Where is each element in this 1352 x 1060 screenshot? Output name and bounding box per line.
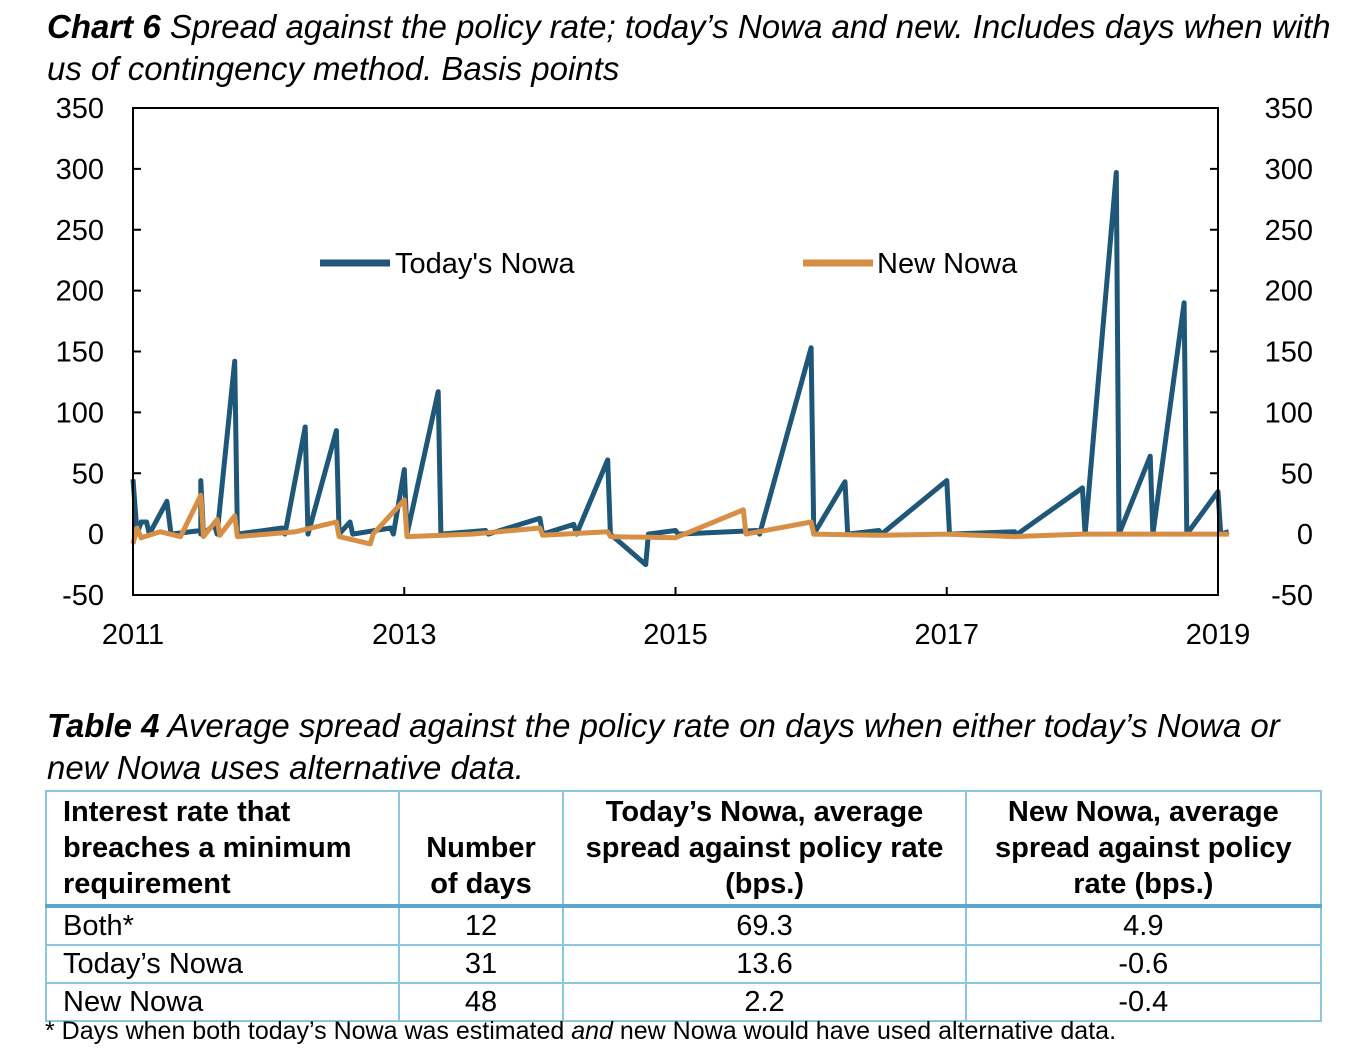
plot-frame [132,107,1219,596]
chart-caption-label: Chart 6 [47,8,161,45]
y-tick-label-right: 300 [1265,154,1313,186]
row-days: 31 [397,944,565,984]
x-tick-label: 2013 [372,619,437,651]
y-tick-label-left: 200 [56,276,104,308]
legend-label: Today's Nowa [395,248,575,280]
y-tick-label-right: -50 [1271,580,1313,612]
spread-table: Interest rate that breaches a minimum re… [45,790,1323,1022]
x-tick-label: 2011 [102,619,164,651]
row-label: New Nowa [45,982,400,1022]
chart-caption-text: Spread against the policy rate; today’s … [47,8,1331,87]
table-caption: Table 4 Average spread against the polic… [47,705,1337,789]
x-tick-label: 2015 [643,619,708,651]
line-chart: -50 0 50 100 150 200 250 300 350 -50 0 50 100 150 200… [56,93,1313,651]
header-interest-rate: Interest rate that breaches a minimum re… [45,790,400,908]
series-line-todays-nowa [130,170,1230,568]
table-row: Today’s Nowa 31 13.6 -0.6 [45,944,1323,984]
row-new-spread: 4.9 [964,905,1323,946]
footnote-after: new Nowa would have used alternative dat… [612,1017,1117,1045]
y-tick-label-right: 200 [1265,276,1313,308]
series-line-new-nowa [130,492,1229,547]
row-label: Both* [45,905,400,946]
chart-caption: Chart 6 Spread against the policy rate; … [47,6,1337,90]
row-label: Today’s Nowa [45,944,400,984]
header-new-nowa: New Nowa, average spread against policy … [964,790,1323,908]
y-tick-label-left: 150 [56,337,104,369]
y-tick-label-left: 300 [56,154,104,186]
table-caption-label: Table 4 [47,707,160,744]
y-tick-label-left: 100 [56,397,104,429]
series-group [130,170,1230,568]
table-caption-text: Average spread against the policy rate o… [47,707,1280,786]
y-tick-label-left: 0 [88,519,104,551]
table-row: New Nowa 48 2.2 -0.4 [45,982,1323,1022]
legend: Today's Nowa New Nowa [320,248,1018,280]
header-todays-nowa: Today’s Nowa, average spread against pol… [562,790,967,908]
y-tick-label-right: 250 [1265,215,1313,247]
y-axis-left: -50 0 50 100 150 200 250 300 350 [56,93,141,612]
y-tick-label-right: 350 [1265,93,1313,125]
footnote: * Days when both today’s Nowa was estima… [45,1017,1116,1046]
table-row: Both* 12 69.3 4.9 [45,905,1323,946]
x-tick-label: 2017 [914,619,979,651]
y-tick-label-left: -50 [62,580,104,612]
y-tick-label-right: 150 [1265,337,1313,369]
row-days: 48 [397,982,565,1022]
y-tick-label-left: 350 [56,93,104,125]
row-new-spread: -0.4 [964,982,1323,1022]
row-new-spread: -0.6 [964,944,1323,984]
y-tick-label-right: 100 [1265,397,1313,429]
header-number-of-days: Number of days [397,790,565,908]
y-tick-label-left: 250 [56,215,104,247]
legend-label: New Nowa [877,248,1018,280]
x-axis: 2011 2013 2015 2017 2019 [102,587,1250,651]
row-todays-spread: 2.2 [562,982,967,1022]
footnote-emphasis: and [571,1017,613,1045]
row-todays-spread: 13.6 [562,944,967,984]
y-tick-label-right: 50 [1281,458,1313,490]
x-tick-label: 2019 [1186,619,1251,651]
row-days: 12 [397,905,565,946]
y-tick-label-right: 0 [1297,519,1313,551]
table-header-row: Interest rate that breaches a minimum re… [45,790,1323,908]
row-todays-spread: 69.3 [562,905,967,946]
footnote-before: * Days when both today’s Nowa was estima… [45,1017,572,1045]
y-tick-label-left: 50 [72,458,104,490]
